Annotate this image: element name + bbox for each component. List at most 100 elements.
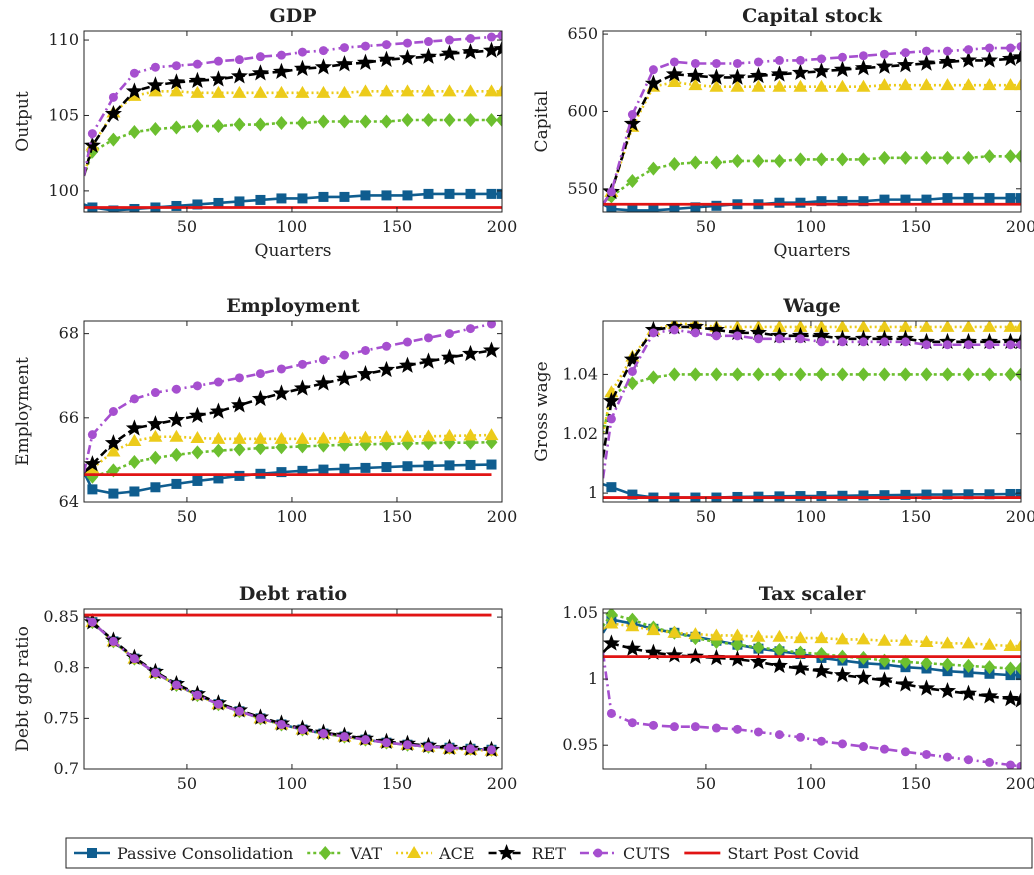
data-point-ace	[646, 623, 661, 636]
data-point-vat	[920, 656, 933, 671]
x-tick-label: 200	[1006, 217, 1034, 236]
data-point-ace	[274, 85, 289, 98]
data-point-ret	[230, 67, 248, 84]
data-point-passive	[942, 489, 953, 500]
data-point-cuts	[150, 668, 160, 678]
data-point-vat	[878, 367, 891, 382]
data-point-passive	[87, 484, 98, 495]
y-tick-label: 1.05	[562, 603, 598, 622]
series-line-cuts	[603, 45, 1021, 205]
data-point-vat	[731, 153, 744, 168]
data-point-ace	[835, 321, 850, 332]
data-point-passive	[276, 193, 287, 204]
data-point-passive	[795, 197, 806, 208]
data-point-vat	[857, 152, 870, 167]
data-point-ace	[940, 78, 955, 91]
series-line-ace	[84, 90, 502, 177]
legend-box	[65, 837, 1033, 869]
legend-label-passive: Passive Consolidation	[117, 844, 293, 863]
y-tick-label: 110	[48, 30, 79, 49]
data-point-cuts	[732, 331, 742, 341]
data-point-cuts	[627, 110, 637, 120]
data-point-ret	[707, 321, 725, 338]
data-point-ace	[730, 628, 745, 641]
data-point-passive	[1016, 670, 1021, 681]
data-point-cuts	[255, 52, 265, 62]
data-point-vat	[254, 117, 267, 132]
legend-marker-ace	[407, 846, 422, 858]
data-point-vat	[773, 153, 786, 168]
series-line-ret	[603, 642, 1021, 702]
data-point-cuts	[318, 729, 328, 739]
data-point-cuts	[87, 129, 97, 139]
data-point-ret	[356, 365, 375, 382]
panel-title: Tax scaler	[759, 583, 866, 605]
data-point-cuts	[423, 37, 433, 47]
data-point-ace	[793, 631, 808, 644]
data-point-ace	[232, 85, 247, 98]
data-point-cuts	[837, 739, 847, 749]
data-point-ace	[484, 84, 499, 97]
data-point-vat	[689, 367, 702, 382]
y-tick-label: 66	[59, 408, 79, 427]
data-point-cuts	[171, 680, 181, 690]
series-ace	[603, 75, 1021, 205]
y-tick-label: 68	[59, 324, 79, 343]
data-point-ret	[293, 59, 312, 76]
data-point-vat	[773, 642, 786, 657]
data-point-vat	[128, 455, 141, 470]
x-tick-label: 150	[901, 217, 932, 236]
data-point-cuts	[921, 749, 931, 759]
data-point-vat	[899, 367, 912, 382]
data-point-ret	[1001, 689, 1020, 707]
data-point-cuts	[360, 735, 370, 745]
data-point-passive	[402, 461, 413, 472]
data-point-vat	[983, 367, 996, 382]
data-point-passive	[606, 482, 617, 493]
data-point-passive	[984, 193, 995, 204]
data-point-cuts	[129, 68, 139, 78]
data-point-cuts	[921, 340, 931, 350]
data-point-cuts	[984, 43, 994, 53]
data-point-ace	[442, 84, 457, 97]
data-point-passive	[171, 478, 182, 489]
data-point-vat	[647, 161, 660, 176]
series-ret	[603, 48, 1021, 205]
data-point-cuts	[858, 742, 868, 752]
data-point-passive	[423, 188, 434, 199]
data-point-vat	[899, 150, 912, 165]
data-point-ret	[493, 40, 502, 57]
data-point-vat	[317, 114, 330, 129]
data-point-vat	[794, 152, 807, 167]
data-point-vat	[1004, 367, 1017, 382]
y-tick-label: 0.8	[54, 658, 79, 677]
data-point-cuts	[816, 337, 826, 347]
axes-frame	[602, 30, 1022, 213]
data-point-cuts	[108, 636, 118, 646]
legend-item-vat: VAT	[307, 844, 382, 863]
data-point-vat	[752, 367, 765, 382]
y-tick-label: 0.85	[43, 607, 79, 626]
data-point-ace	[751, 629, 766, 642]
x-tick-label: 200	[1006, 507, 1034, 526]
legend-marker-passive	[87, 848, 97, 858]
data-point-cuts	[669, 57, 679, 67]
data-point-ace	[1014, 639, 1021, 652]
data-point-ret	[335, 369, 354, 386]
data-point-ret	[917, 54, 936, 71]
data-point-cuts	[732, 58, 742, 68]
data-point-ace	[982, 321, 997, 332]
x-tick-label: 200	[487, 217, 518, 236]
data-point-passive	[1005, 193, 1016, 204]
y-tick-label: 100	[48, 181, 79, 200]
y-tick-label: 1.02	[562, 424, 598, 443]
data-point-ret	[1001, 49, 1020, 67]
data-point-ret	[833, 666, 852, 683]
data-point-ace	[400, 84, 415, 97]
x-tick-label: 150	[382, 507, 413, 526]
x-tick-label: 100	[277, 217, 308, 236]
data-point-vat	[689, 155, 702, 170]
data-point-cuts	[690, 722, 700, 732]
data-point-ret	[272, 384, 291, 401]
data-point-ace	[814, 79, 829, 92]
